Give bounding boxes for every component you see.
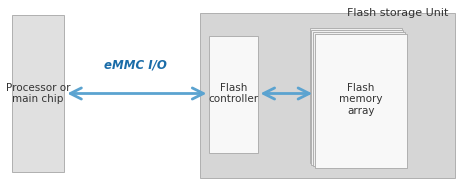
FancyBboxPatch shape	[209, 36, 257, 153]
FancyBboxPatch shape	[314, 34, 406, 168]
Text: eMMC I/O: eMMC I/O	[104, 58, 167, 71]
FancyBboxPatch shape	[309, 28, 401, 163]
FancyBboxPatch shape	[313, 32, 404, 166]
FancyBboxPatch shape	[311, 30, 403, 165]
Text: Processor or
main chip: Processor or main chip	[6, 83, 70, 104]
Text: Flash
memory
array: Flash memory array	[339, 82, 382, 116]
FancyBboxPatch shape	[200, 13, 454, 178]
Text: Flash storage Unit: Flash storage Unit	[347, 8, 448, 18]
FancyBboxPatch shape	[314, 34, 406, 168]
FancyBboxPatch shape	[11, 15, 64, 172]
Text: Flash
controller: Flash controller	[208, 83, 258, 104]
